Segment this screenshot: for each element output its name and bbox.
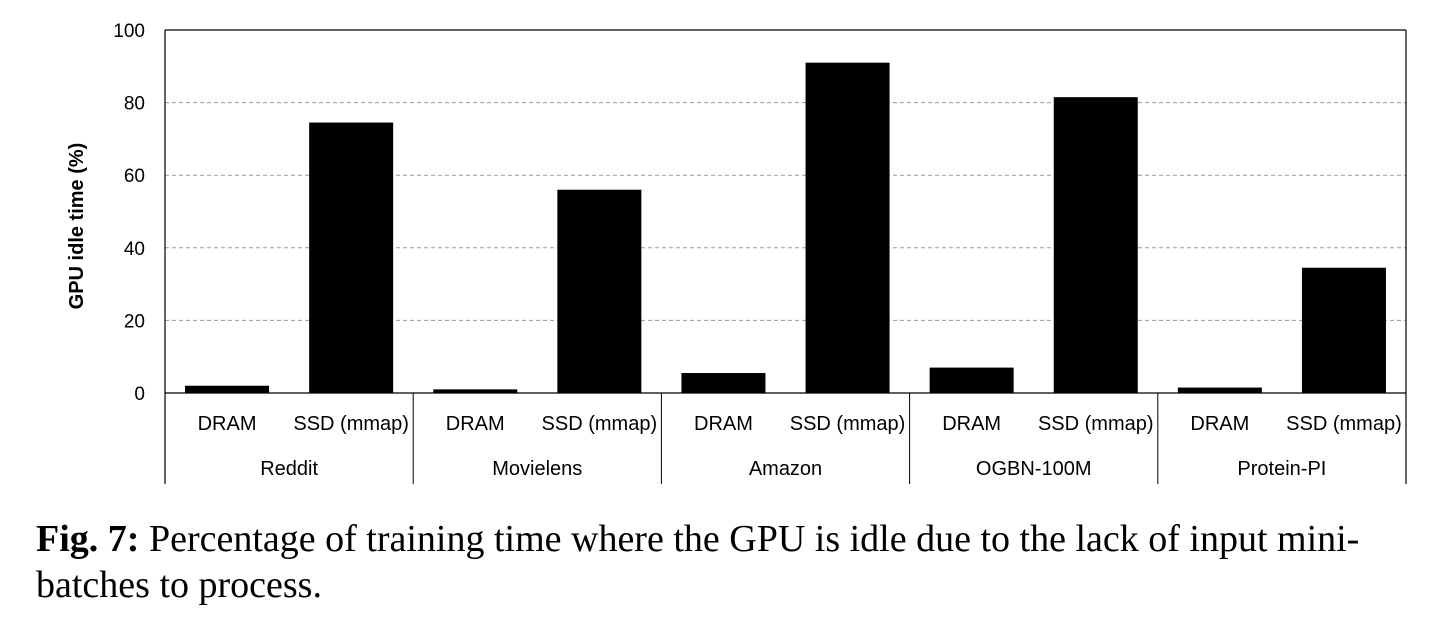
bar-category-label: SSD (mmap) [542, 413, 658, 435]
y-tick-label: 100 [113, 21, 145, 42]
bar [557, 189, 642, 393]
y-tick-label: 80 [124, 94, 145, 115]
y-axis-label: GPU idle time (%) [66, 143, 88, 310]
group-label: Amazon [749, 458, 822, 480]
bar-category-label: DRAM [694, 413, 753, 435]
bar-category-label: SSD (mmap) [1038, 413, 1154, 435]
bars [185, 62, 1386, 394]
labels: 0 20 40 60 80 100 DRAM SSD (mmap) Reddit DRAM SSD … [113, 21, 1401, 480]
bar [929, 367, 1014, 393]
group-label: OGBN-100M [976, 458, 1092, 480]
bar [433, 389, 518, 393]
bar [185, 385, 270, 393]
group-label: Protein-PI [1237, 458, 1326, 480]
figure-caption: Fig. 7: Percentage of training time wher… [36, 516, 1432, 608]
bar [1053, 97, 1138, 393]
bar [1301, 267, 1386, 393]
bar-category-label: DRAM [1190, 413, 1249, 435]
bar [309, 122, 394, 393]
group-label: Movielens [492, 458, 582, 480]
caption-label: Fig. 7: [36, 518, 140, 560]
bar-category-label: SSD (mmap) [790, 413, 906, 435]
bar [681, 373, 766, 393]
group-label: Reddit [260, 458, 318, 480]
y-tick-label: 20 [124, 311, 145, 332]
bar [805, 62, 890, 394]
bar-category-label: DRAM [446, 413, 505, 435]
y-tick-label: 0 [134, 384, 145, 405]
y-tick-label: 60 [124, 166, 145, 187]
bar-chart: GPU idle time (%) 0 20 40 60 80 100 DRAM SSD (m… [66, 21, 1407, 484]
axes [164, 29, 1407, 484]
bar-category-label: DRAM [942, 413, 1001, 435]
caption-text: Percentage of training time where the GP… [36, 518, 1360, 606]
bar-category-label: DRAM [198, 413, 257, 435]
y-tick-label: 40 [124, 239, 145, 260]
bar-category-label: SSD (mmap) [1286, 413, 1402, 435]
bar-category-label: SSD (mmap) [293, 413, 409, 435]
bar [1177, 387, 1262, 393]
